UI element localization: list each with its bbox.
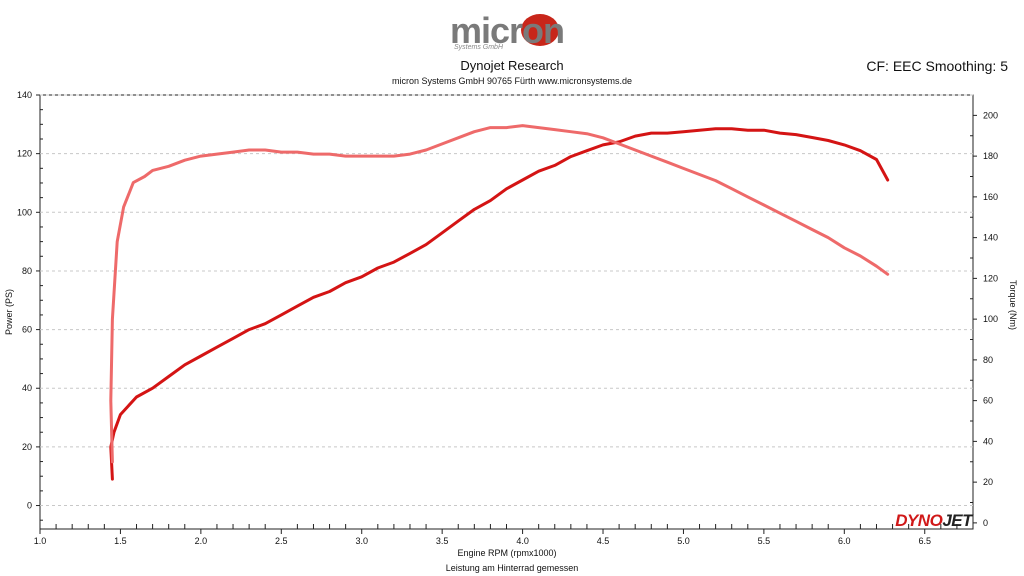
series-lines <box>109 124 890 481</box>
x-tick-label: 2.0 <box>195 536 208 546</box>
y-tick-label: 120 <box>17 149 32 159</box>
y2-axis-label: Torque (Nm) <box>1008 280 1018 330</box>
x-tick-label: 2.5 <box>275 536 288 546</box>
y-tick-label: 140 <box>17 90 32 100</box>
x-tick-label: 5.0 <box>677 536 690 546</box>
y2-tick-label: 20 <box>983 477 993 487</box>
plot-area <box>39 94 974 530</box>
brand-part-jet: JET <box>942 511 972 530</box>
x-tick-label: 4.0 <box>516 536 529 546</box>
x-tick-label: 1.0 <box>34 536 47 546</box>
x-tick-label: 1.5 <box>114 536 127 546</box>
y2-tick-label: 160 <box>983 192 998 202</box>
y2-tick-label: 80 <box>983 355 993 365</box>
footer-note: Leistung am Hinterrad gemessen <box>445 563 579 573</box>
x-tick-label: 4.5 <box>597 536 610 546</box>
y2-axis-ticks: 0 20 40 60 80 100 120 140 160 180 200 <box>970 110 998 528</box>
micron-logo: micron Systems GmbH <box>446 8 580 56</box>
logo-ring-icon <box>521 14 559 46</box>
chart-subtitle: micron Systems GmbH 90765 Fürth www.micr… <box>391 76 633 86</box>
y2-tick-label: 200 <box>983 110 998 120</box>
y-axis-ticks: 0 20 40 60 80 100 120 140 <box>17 90 43 521</box>
y2-tick-label: 140 <box>983 233 998 243</box>
y-tick-label: 0 <box>27 501 32 511</box>
y2-tick-label: 60 <box>983 396 993 406</box>
chart-title: Dynojet Research <box>460 58 564 73</box>
logo-subtext: Systems GmbH <box>454 44 504 51</box>
y2-tick-label: 40 <box>983 436 993 446</box>
x-tick-label: 3.5 <box>436 536 449 546</box>
logo-text: micron <box>450 10 565 51</box>
x-axis-ticks: 1.0 1.5 2.0 2.5 3.0 3.5 4.0 4.5 5.0 5.5 6.0 6.5 <box>34 524 974 546</box>
y-tick-label: 80 <box>22 266 32 276</box>
x-tick-label: 5.5 <box>758 536 771 546</box>
x-tick-label: 6.5 <box>918 536 931 546</box>
y-tick-label: 20 <box>22 442 32 452</box>
y2-tick-label: 0 <box>983 518 988 528</box>
brand-part-dyno: DYNO <box>895 511 943 530</box>
torque-series-line <box>109 124 890 464</box>
y-tick-label: 40 <box>22 383 32 393</box>
x-axis-label: Engine RPM (rpmx1000) <box>457 548 556 558</box>
y2-tick-label: 120 <box>983 273 998 283</box>
y-tick-label: 100 <box>17 207 32 217</box>
y-tick-label: 60 <box>22 325 32 335</box>
power-series-line <box>109 127 890 481</box>
x-tick-label: 6.0 <box>838 536 851 546</box>
x-tick-label: 3.0 <box>355 536 368 546</box>
y2-tick-label: 180 <box>983 151 998 161</box>
y2-tick-label: 100 <box>983 314 998 324</box>
dynojet-brand-logo: DYNOJET <box>895 511 972 531</box>
y-axis-label: Power (PS) <box>4 289 14 335</box>
correction-factor-label: CF: EEC Smoothing: 5 <box>866 58 1008 74</box>
